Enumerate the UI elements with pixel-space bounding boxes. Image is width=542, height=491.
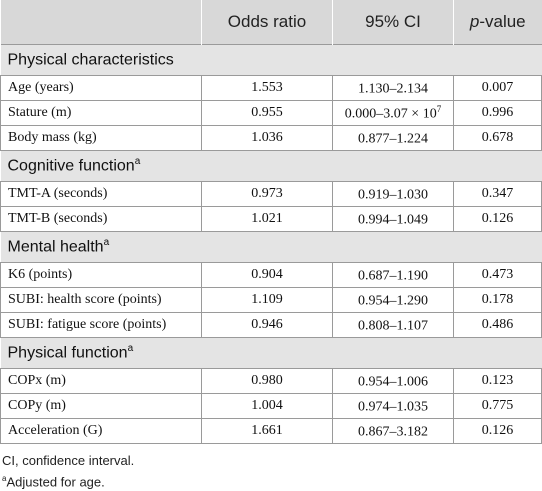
row-odds-ratio: 0.973 [201,181,333,207]
table-row: COPx (m) 0.980 0.954–1.006 0.123 [0,368,542,394]
row-odds-ratio: 1.036 [201,125,333,151]
row-label: SUBI: fatigue score (points) [0,312,202,338]
table-body: Physical characteristics Age (years) 1.5… [0,44,542,444]
row-odds-ratio: 1.661 [201,418,333,444]
row-ci-text: 0.687–1.190 [358,268,428,284]
row-label: TMT-B (seconds) [0,206,202,232]
table-row: SUBI: health score (points) 1.109 0.954–… [0,287,542,313]
row-label: Stature (m) [0,100,202,126]
footnote-adjusted: aAdjusted for age. [2,470,134,491]
table-header: Odds ratio 95% CI p-value [0,0,542,45]
row-p-value: 0.007 [453,75,542,101]
section-footnote-mark: a [127,343,134,355]
row-label: COPy (m) [0,393,202,419]
row-odds-ratio: 0.980 [201,368,333,394]
section-title: Cognitive functiona [0,150,542,182]
section-title-text: Physical function [7,344,128,362]
row-ci: 0.867–3.182 [332,418,454,444]
row-label: TMT-A (seconds) [0,181,202,207]
table-row: K6 (points) 0.904 0.687–1.190 0.473 [0,262,542,288]
row-ci: 0.919–1.030 [332,181,454,207]
row-ci-text: 0.867–3.182 [358,424,428,440]
section-row: Physical functiona [0,337,542,369]
table-row: Body mass (kg) 1.036 0.877–1.224 0.678 [0,125,542,151]
table-row: TMT-B (seconds) 1.021 0.994–1.049 0.126 [0,206,542,232]
header-p-value: p-value [453,0,542,45]
section-row: Cognitive functiona [0,150,542,182]
row-odds-ratio: 1.004 [201,393,333,419]
table-row: COPy (m) 1.004 0.974–1.035 0.775 [0,393,542,419]
row-ci-text: 0.919–1.030 [358,187,428,203]
row-p-value: 0.178 [453,287,542,313]
row-label: Acceleration (G) [0,418,202,444]
row-p-value: 0.473 [453,262,542,288]
row-label: K6 (points) [0,262,202,288]
table-container: Odds ratio 95% CI p-value Physical chara… [0,0,542,444]
header-ci: 95% CI [332,0,454,45]
header-row: Odds ratio 95% CI p-value [0,0,542,45]
table-row: SUBI: fatigue score (points) 0.946 0.808… [0,312,542,338]
row-p-value: 0.347 [453,181,542,207]
row-ci-text: 0.000–3.07 × 10 [344,106,437,122]
section-title: Mental healtha [0,231,542,263]
row-odds-ratio: 1.553 [201,75,333,101]
header-odds-ratio: Odds ratio [201,0,333,45]
row-p-value: 0.775 [453,393,542,419]
row-p-value: 0.486 [453,312,542,338]
row-p-value: 0.996 [453,100,542,126]
table-row: TMT-A (seconds) 0.973 0.919–1.030 0.347 [0,181,542,207]
footnote-ci: CI, confidence interval. [2,453,135,468]
footnote-adjusted-text: Adjusted for age. [6,474,105,490]
row-ci-exponent: 7 [436,103,442,114]
row-label: COPx (m) [0,368,202,394]
section-title-text: Cognitive function [7,157,135,175]
row-ci-text: 0.974–1.035 [358,399,428,415]
row-odds-ratio: 1.109 [201,287,333,313]
section-title: Physical functiona [0,337,542,369]
header-variable [0,0,202,45]
row-ci: 0.000–3.07 × 107 [332,100,454,126]
row-ci: 0.954–1.006 [332,368,454,394]
row-p-value: 0.126 [453,418,542,444]
table-row: Age (years) 1.553 1.130–2.134 0.007 [0,75,542,101]
header-p-rest: -value [479,12,526,31]
row-ci: 0.877–1.224 [332,125,454,151]
table-row: Acceleration (G) 1.661 0.867–3.182 0.126 [0,418,542,444]
row-ci-text: 0.954–1.006 [358,374,428,390]
row-p-value: 0.678 [453,125,542,151]
row-ci: 0.954–1.290 [332,287,454,313]
row-odds-ratio: 0.904 [201,262,333,288]
row-ci-text: 0.994–1.049 [358,212,428,228]
section-title-text: Mental health [7,238,104,256]
section-row: Mental healtha [0,231,542,263]
row-ci-text: 0.808–1.107 [358,318,428,334]
table-row: Stature (m) 0.955 0.000–3.07 × 107 0.996 [0,100,542,126]
footnote-mark: a [2,474,7,483]
row-label: SUBI: health score (points) [0,287,202,313]
section-footnote-mark: a [134,156,141,168]
header-p-italic: p [469,12,480,31]
section-row: Physical characteristics [0,44,542,76]
row-ci: 1.130–2.134 [332,75,454,101]
odds-ratio-table: Odds ratio 95% CI p-value Physical chara… [0,0,542,444]
row-ci-text: 0.954–1.290 [358,293,428,309]
row-ci-text: 0.877–1.224 [358,131,428,147]
section-title: Physical characteristics [0,44,542,76]
row-ci: 0.994–1.049 [332,206,454,232]
row-p-value: 0.126 [453,206,542,232]
row-odds-ratio: 1.021 [201,206,333,232]
row-p-value: 0.123 [453,368,542,394]
section-title-text: Physical characteristics [7,51,174,69]
row-label: Body mass (kg) [0,125,202,151]
row-odds-ratio: 0.946 [201,312,333,338]
row-ci: 0.974–1.035 [332,393,454,419]
row-odds-ratio: 0.955 [201,100,333,126]
row-label: Age (years) [0,75,202,101]
table-footnotes: CI, confidence interval. aAdjusted for a… [2,452,134,491]
row-ci: 0.687–1.190 [332,262,454,288]
row-ci-text: 1.130–2.134 [358,81,428,97]
row-ci: 0.808–1.107 [332,312,454,338]
section-footnote-mark: a [103,237,110,249]
